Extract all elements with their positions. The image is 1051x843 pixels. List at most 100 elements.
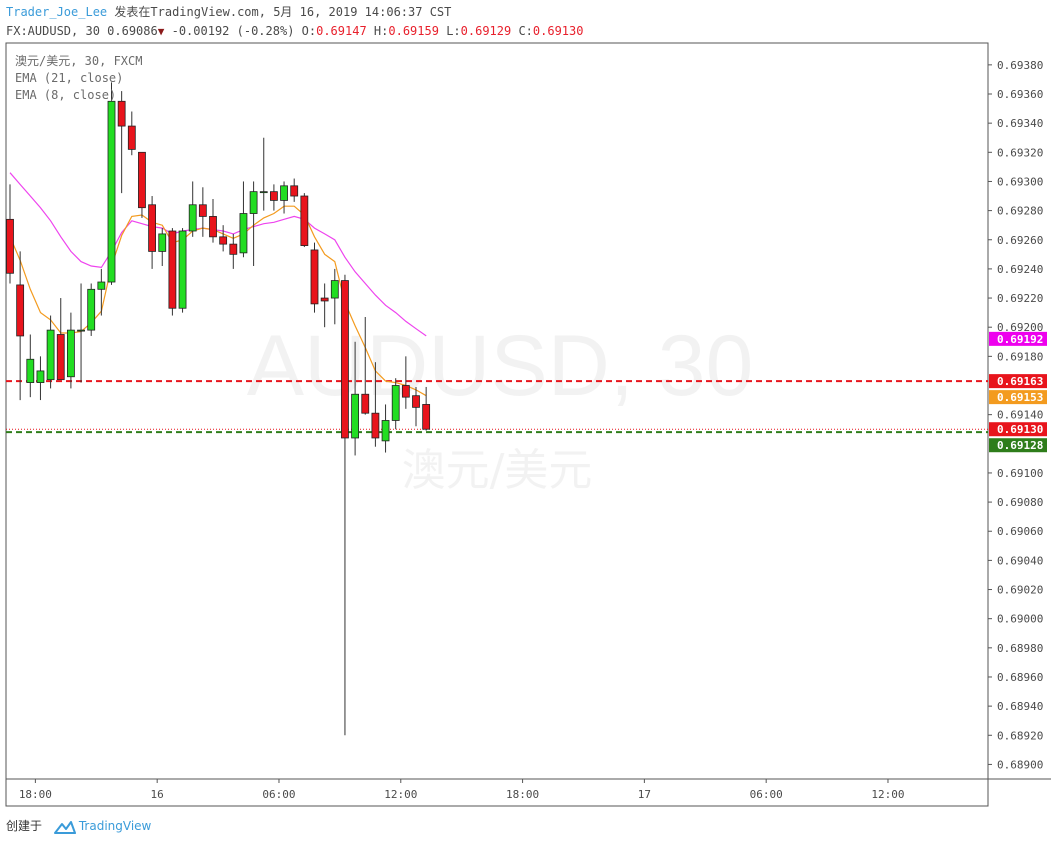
- candle-body-down: [320, 297, 329, 302]
- legend-ema8[interactable]: EMA (8, close): [15, 88, 117, 102]
- candle-body-up: [178, 230, 187, 309]
- ema21-line: [9, 172, 427, 337]
- price-tag-label: 0.69153: [997, 391, 1043, 404]
- plot-border: [5, 42, 989, 807]
- x-tick-label: 18:00: [19, 788, 52, 801]
- price-tag: 0.69163: [989, 374, 1047, 389]
- candle-body-up: [87, 288, 96, 331]
- candle: [178, 228, 187, 313]
- high-value: 0.69159: [388, 24, 439, 38]
- y-tick-label: 0.69320: [997, 146, 1043, 159]
- candle: [280, 181, 288, 214]
- y-tick-label: 0.68940: [997, 700, 1043, 713]
- y-tick-label: 0.69380: [997, 59, 1043, 72]
- published-text: 发表在TradingView.com, 5月 16, 2019 14:06:37…: [114, 5, 452, 19]
- candle-body-down: [209, 216, 217, 238]
- price-tag-label: 0.69128: [997, 439, 1043, 452]
- price-tag: 0.69153: [989, 390, 1047, 405]
- last-price: 0.69086: [107, 24, 158, 38]
- candle: [381, 404, 390, 453]
- candle-body-down: [269, 191, 278, 201]
- footer: 创建于 TradingView: [6, 817, 151, 835]
- y-tick-label: 0.69080: [997, 496, 1043, 509]
- candle-body-up: [46, 329, 55, 381]
- price-tag: 0.69128: [989, 438, 1047, 453]
- candle: [391, 378, 400, 430]
- legend-symbol[interactable]: 澳元/美元, 30, FXCM: [15, 54, 143, 68]
- candle: [127, 111, 136, 156]
- candle: [351, 341, 360, 456]
- price-axis: 0.69380 0.69360 0.69340 0.69320 0.69300 0.692…: [988, 59, 1047, 771]
- candle: [269, 184, 278, 211]
- symbol-label: FX:AUDUSD, 30: [6, 24, 100, 38]
- x-tick-label: 18:00: [506, 788, 539, 801]
- candle-body-up: [391, 385, 400, 421]
- y-tick-label: 0.69200: [997, 321, 1043, 334]
- x-tick-label: 06:00: [262, 788, 295, 801]
- y-tick-label: 0.69140: [997, 409, 1043, 422]
- indicator-legend: 澳元/美元, 30, FXCM EMA (21, close) EMA (8, …: [15, 53, 142, 104]
- candle-body-up: [259, 191, 268, 194]
- close-value: 0.69130: [532, 24, 584, 38]
- candle-body-up: [249, 191, 258, 214]
- y-tick-label: 0.69360: [997, 88, 1043, 101]
- candle: [371, 362, 380, 447]
- candle: [6, 184, 14, 284]
- y-tick-label: 0.69260: [997, 234, 1043, 247]
- candle-body-down: [56, 334, 65, 381]
- author-link[interactable]: Trader_Joe_Lee: [6, 5, 108, 19]
- ohlc-bar: FX:AUDUSD, 30 0.69086▼ -0.00192 (-0.28%)…: [6, 22, 583, 41]
- x-tick-label: 17: [638, 788, 651, 801]
- price-tag-label: 0.69192: [997, 333, 1043, 346]
- y-tick-label: 0.69000: [997, 613, 1043, 626]
- candle: [188, 181, 197, 237]
- price-tag-box: [989, 438, 1047, 453]
- candle-body-up: [67, 329, 75, 378]
- x-tick-label: 06:00: [750, 788, 783, 801]
- candle-body-up: [97, 281, 106, 290]
- candle: [320, 283, 329, 328]
- price-tag-box: [989, 331, 1047, 346]
- candle-body-up: [239, 213, 248, 254]
- candle-body-down: [310, 249, 319, 305]
- price-change: -0.00192 (-0.28%): [171, 24, 295, 38]
- candle: [77, 283, 85, 383]
- x-tick-label: 16: [151, 788, 164, 801]
- low-label: L:: [446, 24, 461, 38]
- candle-body-down: [6, 218, 14, 274]
- open-label: O:: [301, 24, 317, 38]
- price-tag: 0.69130: [989, 422, 1047, 437]
- x-tick-label: 12:00: [871, 788, 904, 801]
- candle: [56, 298, 65, 381]
- candle: [290, 178, 299, 202]
- candle: [330, 268, 339, 325]
- candle: [341, 274, 349, 736]
- candle-body-up: [26, 358, 35, 383]
- y-tick-label: 0.69040: [997, 554, 1043, 567]
- candle-body-down: [198, 204, 207, 217]
- price-tag-box: [989, 390, 1047, 405]
- y-tick-label: 0.68900: [997, 758, 1043, 771]
- price-tag-box: [989, 374, 1047, 389]
- chart-header: Trader_Joe_Lee 发表在TradingView.com, 5月 16…: [6, 3, 451, 21]
- candle: [198, 187, 207, 237]
- candle: [138, 151, 146, 218]
- candle-body-up: [280, 185, 288, 201]
- low-value: 0.69129: [460, 24, 512, 38]
- time-axis: 18:00 16 06:00 12:00 18:00 17 06:00 12:00: [19, 779, 905, 801]
- price-tag-label: 0.69130: [997, 423, 1043, 436]
- y-tick-label: 0.69240: [997, 263, 1043, 276]
- candle: [219, 225, 228, 252]
- price-tag-label: 0.69163: [997, 375, 1043, 388]
- tradingview-logo-icon: [53, 820, 76, 834]
- candle: [97, 268, 106, 316]
- tradingview-brand[interactable]: TradingView: [78, 819, 152, 833]
- y-tick-label: 0.69180: [997, 350, 1043, 363]
- candle-body-down: [138, 151, 146, 209]
- y-tick-label: 0.69020: [997, 584, 1043, 597]
- candle-body-down: [422, 404, 431, 430]
- legend-ema21[interactable]: EMA (21, close): [15, 71, 124, 85]
- ema8-line: [9, 205, 427, 397]
- candle-body-up: [188, 204, 197, 232]
